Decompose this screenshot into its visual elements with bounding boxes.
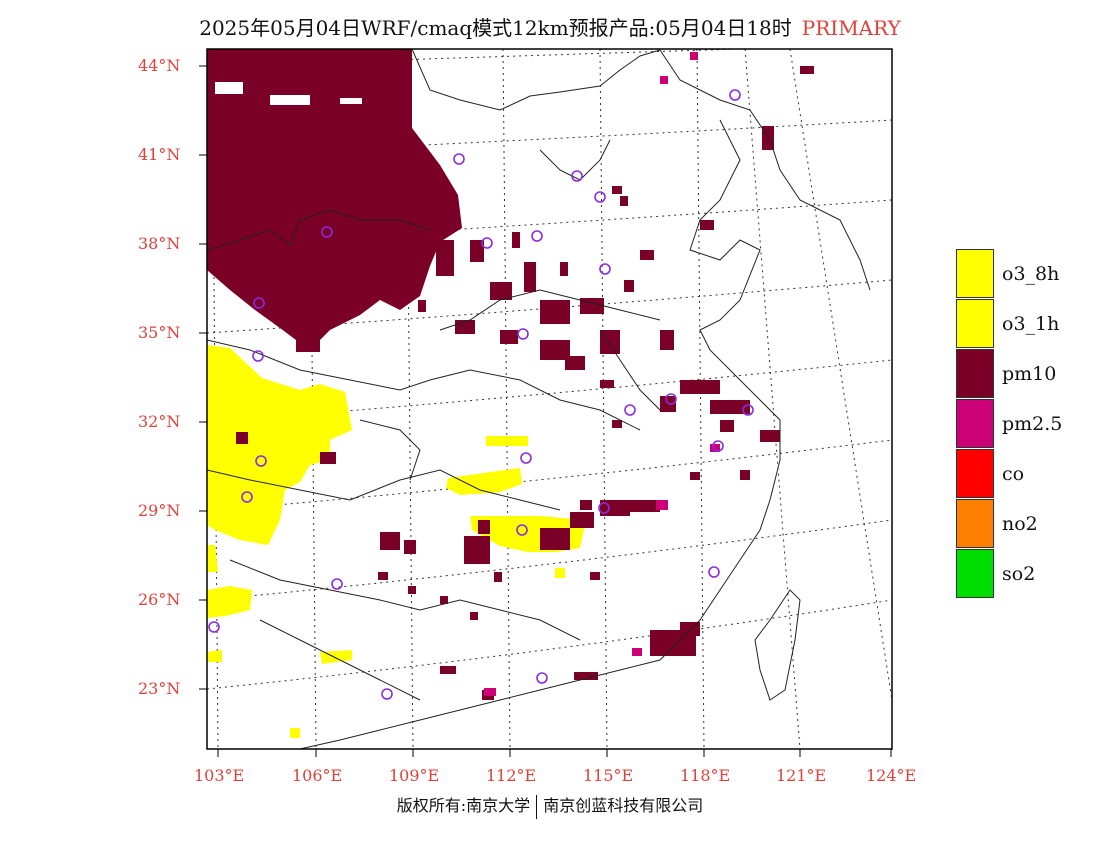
legend-item-pm25: pm2.5 bbox=[956, 399, 1100, 449]
lat-label-44n: 44°N bbox=[138, 56, 181, 75]
pm10-region-northwest bbox=[207, 49, 462, 350]
legend-label: pm2.5 bbox=[1002, 413, 1063, 435]
legend-item-o3-1h: o3_1h bbox=[956, 299, 1100, 349]
title-text: 2025年05月04日WRF/cmaq模式12km预报产品:05月04日18时 bbox=[199, 16, 792, 40]
legend-label: no2 bbox=[1002, 513, 1038, 535]
legend-label: o3_1h bbox=[1002, 313, 1060, 335]
legend-label: o3_8h bbox=[1002, 263, 1060, 285]
map-frame bbox=[206, 48, 893, 750]
legend-item-co: co bbox=[956, 449, 1100, 499]
legend-label: co bbox=[1002, 463, 1025, 485]
legend-swatch bbox=[956, 349, 994, 398]
legend-swatch bbox=[956, 549, 994, 598]
lat-label-38n: 38°N bbox=[138, 234, 181, 253]
legend-swatch bbox=[956, 299, 994, 348]
lat-label-32n: 32°N bbox=[138, 412, 181, 431]
lon-label-112e: 112°E bbox=[486, 766, 537, 785]
pm25-spots bbox=[484, 52, 720, 696]
legend-swatch bbox=[956, 249, 994, 298]
legend-item-no2: no2 bbox=[956, 499, 1100, 549]
legend-swatch bbox=[956, 399, 994, 448]
legend-swatch bbox=[956, 449, 994, 498]
footer-separator bbox=[536, 794, 538, 819]
copyright-footer: 版权所有:南京大学 南京创蓝科技有限公司 bbox=[0, 792, 1100, 819]
legend-item-so2: so2 bbox=[956, 549, 1100, 599]
lon-label-124e: 124°E bbox=[866, 766, 917, 785]
map-title: 2025年05月04日WRF/cmaq模式12km预报产品:05月04日18时 P… bbox=[0, 12, 1100, 41]
copyright-left: 版权所有:南京大学 bbox=[396, 796, 531, 815]
legend-item-o3-8h: o3_8h bbox=[956, 249, 1100, 299]
meridian-lines bbox=[211, 49, 892, 749]
lat-label-26n: 26°N bbox=[138, 590, 181, 609]
legend-swatch bbox=[956, 499, 994, 548]
legend-label: so2 bbox=[1002, 563, 1036, 585]
legend-item-pm10: pm10 bbox=[956, 349, 1100, 399]
lon-label-121e: 121°E bbox=[776, 766, 827, 785]
lon-label-115e: 115°E bbox=[583, 766, 634, 785]
lat-label-29n: 29°N bbox=[138, 501, 181, 520]
boundaries bbox=[207, 49, 871, 749]
lon-label-118e: 118°E bbox=[680, 766, 731, 785]
lon-label-106e: 106°E bbox=[292, 766, 343, 785]
lon-label-109e: 109°E bbox=[389, 766, 440, 785]
station-markers bbox=[208, 89, 754, 700]
lat-label-41n: 41°N bbox=[138, 145, 181, 164]
copyright-right: 南京创蓝科技有限公司 bbox=[543, 796, 704, 815]
lat-label-23n: 23°N bbox=[138, 679, 181, 698]
legend-label: pm10 bbox=[1002, 363, 1057, 385]
axis-ticks bbox=[199, 65, 892, 757]
title-tag: PRIMARY bbox=[801, 16, 901, 40]
pm10-scattered bbox=[236, 66, 814, 700]
pollutant-legend: o3_8h o3_1h pm10 pm2.5 co no2 so2 bbox=[956, 249, 1100, 599]
lat-label-35n: 35°N bbox=[138, 323, 181, 342]
lon-label-103e: 103°E bbox=[194, 766, 245, 785]
